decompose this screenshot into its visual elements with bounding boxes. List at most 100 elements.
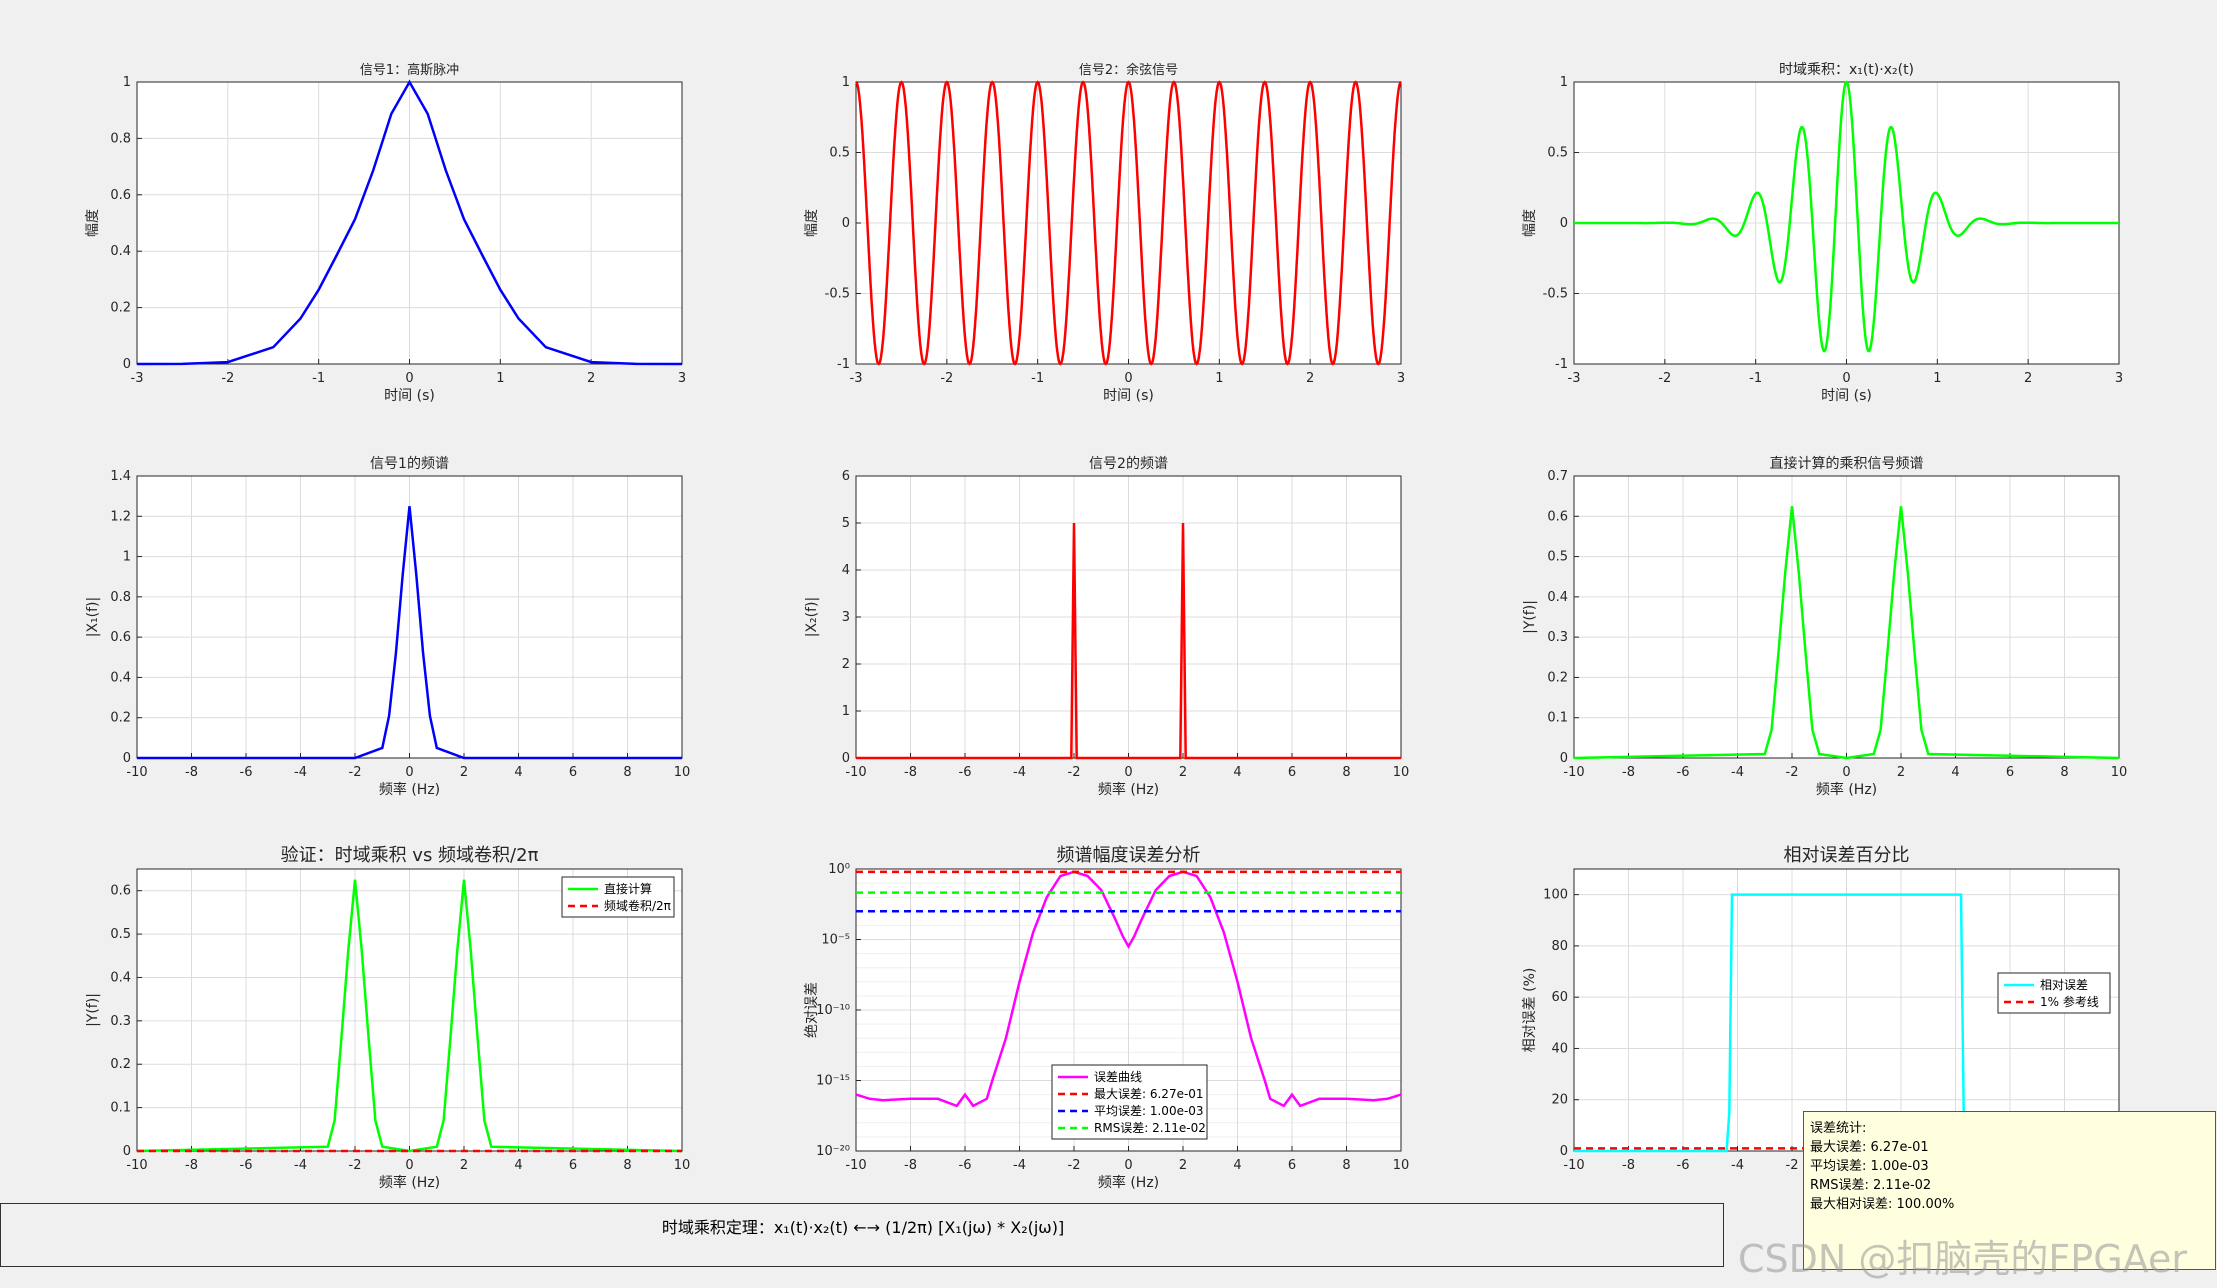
legend: 相对误差 1% 参考线 <box>1997 972 2111 1014</box>
chart-title: 信号1：高斯脉冲 <box>360 62 459 78</box>
x-tick-label: -4 <box>294 765 307 780</box>
y-tick-label: 5 <box>842 516 850 531</box>
x-tick-label: 6 <box>1288 1158 1296 1173</box>
x-tick-label: 0 <box>1124 1158 1132 1173</box>
chart-title: 相对误差百分比 <box>1784 845 1910 866</box>
x-tick-label: 1 <box>1215 371 1223 386</box>
x-tick-label: -6 <box>1677 1158 1690 1173</box>
y-axis-label: 绝对误差 <box>804 982 820 1038</box>
x-tick-label: -8 <box>904 1158 917 1173</box>
y-tick-label: 1 <box>1560 75 1568 90</box>
y-tick-label: 0.4 <box>110 670 131 685</box>
chart-panel-4: -10 -8 -6 -4 -2 0 2 4 6 8 10 0 0.2 0.4 0.6 0.8 1 1.2 1.4 信号… <box>85 456 690 798</box>
y-tick-label: 0.2 <box>110 711 131 726</box>
x-axis-label: 频率 (Hz) <box>379 781 440 798</box>
x-axis-label: 时间 (s) <box>1103 388 1154 404</box>
y-tick-label: 0.1 <box>1547 711 1568 726</box>
y-tick-label: 0.5 <box>829 146 850 161</box>
x-tick-label: 1 <box>496 371 504 386</box>
chart-title: 验证：时域乘积 vs 频域卷积/2π <box>281 845 539 866</box>
x-tick-label: -4 <box>1013 1158 1026 1173</box>
y-tick-label: 1 <box>123 550 131 565</box>
x-tick-label: -10 <box>1563 765 1584 780</box>
x-tick-label: 6 <box>2006 765 2014 780</box>
y-tick-label: 1.2 <box>110 509 131 524</box>
x-tick-label: -4 <box>1013 765 1026 780</box>
x-tick-label: 4 <box>514 765 522 780</box>
x-axis-label: 时间 (s) <box>384 388 435 404</box>
x-tick-label: -4 <box>294 1158 307 1173</box>
y-tick-label: 80 <box>1551 939 1568 954</box>
legend-entry: 误差曲线 <box>1094 1070 1142 1084</box>
y-tick-label: 40 <box>1551 1041 1568 1056</box>
x-tick-label: -10 <box>1563 1158 1584 1173</box>
legend-entry: RMS误差: 2.11e-02 <box>1094 1121 1206 1135</box>
y-tick-label: 1 <box>842 75 850 90</box>
y-tick-label: -1 <box>1555 357 1568 372</box>
x-tick-label: 10 <box>1393 765 1410 780</box>
y-tick-label: 0.3 <box>110 1014 131 1029</box>
y-tick-label: 10⁻¹⁰ <box>816 1003 850 1018</box>
x-tick-label: 10 <box>674 1158 691 1173</box>
x-tick-label: 0 <box>405 765 413 780</box>
y-tick-label: 0.4 <box>1547 590 1568 605</box>
y-tick-label: 0.8 <box>110 590 131 605</box>
y-tick-label: 100 <box>1543 888 1568 903</box>
y-tick-label: 1 <box>842 704 850 719</box>
y-tick-label: 0.5 <box>1547 550 1568 565</box>
legend-entry: 频域卷积/2π <box>604 898 671 913</box>
y-tick-label: 10⁻⁵ <box>821 933 850 948</box>
y-tick-label: 0.5 <box>1547 146 1568 161</box>
y-tick-label: 0 <box>123 1144 131 1159</box>
series-line-1 <box>855 80 1402 366</box>
x-tick-label: 4 <box>514 1158 522 1173</box>
x-tick-label: -10 <box>845 765 866 780</box>
y-axis-label: |Y(f)| <box>1522 600 1538 634</box>
y-tick-label: 0 <box>123 751 131 766</box>
x-tick-label: -1 <box>1749 371 1762 386</box>
x-tick-label: -4 <box>1731 765 1744 780</box>
y-tick-label: 3 <box>842 610 850 625</box>
x-tick-label: 4 <box>1233 765 1241 780</box>
y-tick-label: 0 <box>1560 1144 1568 1159</box>
x-tick-label: -6 <box>240 1158 253 1173</box>
x-tick-label: -3 <box>131 371 144 386</box>
chart-panel-9: -10-8-6-4-20246810020406080100相对误差百分比频率 … <box>1522 845 2127 1191</box>
x-tick-label: -10 <box>126 765 147 780</box>
x-tick-label: -1 <box>312 371 325 386</box>
x-axis-label: 频率 (Hz) <box>1098 781 1159 798</box>
y-tick-label: 6 <box>842 469 850 484</box>
y-axis-label: 幅度 <box>1522 209 1538 237</box>
chart-title: 时域乘积：x₁(t)·x₂(t) <box>1779 62 1914 78</box>
series-line-1 <box>1574 80 2119 353</box>
stats-max-relative-error: 最大相对误差: 100.00% <box>1810 1197 1955 1212</box>
y-tick-label: 0.8 <box>110 131 131 146</box>
series-line-1 <box>1573 506 2120 760</box>
y-axis-label: |X₁(f)| <box>85 597 101 638</box>
y-axis-label: 幅度 <box>804 209 820 237</box>
x-tick-label: -1 <box>1031 371 1044 386</box>
y-tick-label: 0 <box>842 751 850 766</box>
chart-title: 信号2的频谱 <box>1089 456 1168 472</box>
y-tick-label: 0.6 <box>1547 509 1568 524</box>
y-axis-label: |X₂(f)| <box>804 597 820 638</box>
y-tick-label: -1 <box>837 357 850 372</box>
y-tick-label: 0.4 <box>110 970 131 985</box>
x-tick-label: 1 <box>1933 371 1941 386</box>
y-axis-label: |Y(f)| <box>85 993 101 1027</box>
y-tick-label: 0.6 <box>110 188 131 203</box>
y-tick-label: 0.4 <box>110 244 131 259</box>
x-tick-label: 0 <box>1842 765 1850 780</box>
x-tick-label: 2 <box>1179 1158 1187 1173</box>
x-tick-label: -2 <box>1786 765 1799 780</box>
y-tick-label: 1.4 <box>110 469 131 484</box>
x-tick-label: 4 <box>1233 1158 1241 1173</box>
stats-max-error: 最大误差: 6.27e-01 <box>1810 1140 1929 1155</box>
x-tick-label: 2 <box>1897 765 1905 780</box>
y-tick-label: 0.2 <box>110 1057 131 1072</box>
x-tick-label: -2 <box>1658 371 1671 386</box>
x-tick-label: -3 <box>1568 371 1581 386</box>
